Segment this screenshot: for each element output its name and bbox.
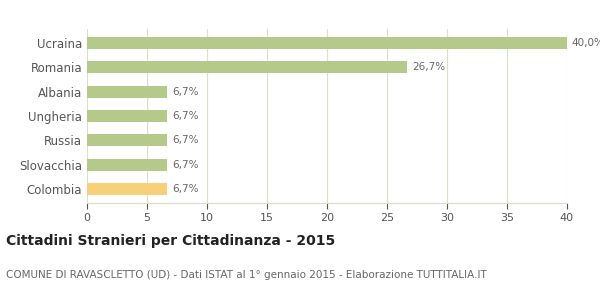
Bar xyxy=(87,86,167,98)
Text: 6,7%: 6,7% xyxy=(172,160,199,170)
Text: COMUNE DI RAVASCLETTO (UD) - Dati ISTAT al 1° gennaio 2015 - Elaborazione TUTTIT: COMUNE DI RAVASCLETTO (UD) - Dati ISTAT … xyxy=(6,270,487,280)
Bar xyxy=(87,110,167,122)
Bar xyxy=(87,134,167,146)
Text: 26,7%: 26,7% xyxy=(412,62,445,72)
Bar xyxy=(87,61,407,73)
Text: 6,7%: 6,7% xyxy=(172,184,199,194)
Text: 6,7%: 6,7% xyxy=(172,87,199,97)
Bar xyxy=(87,37,567,49)
Bar xyxy=(87,159,167,171)
Text: 6,7%: 6,7% xyxy=(172,135,199,145)
Text: 6,7%: 6,7% xyxy=(172,111,199,121)
Text: Cittadini Stranieri per Cittadinanza - 2015: Cittadini Stranieri per Cittadinanza - 2… xyxy=(6,234,335,248)
Bar xyxy=(87,183,167,195)
Text: 40,0%: 40,0% xyxy=(572,38,600,48)
